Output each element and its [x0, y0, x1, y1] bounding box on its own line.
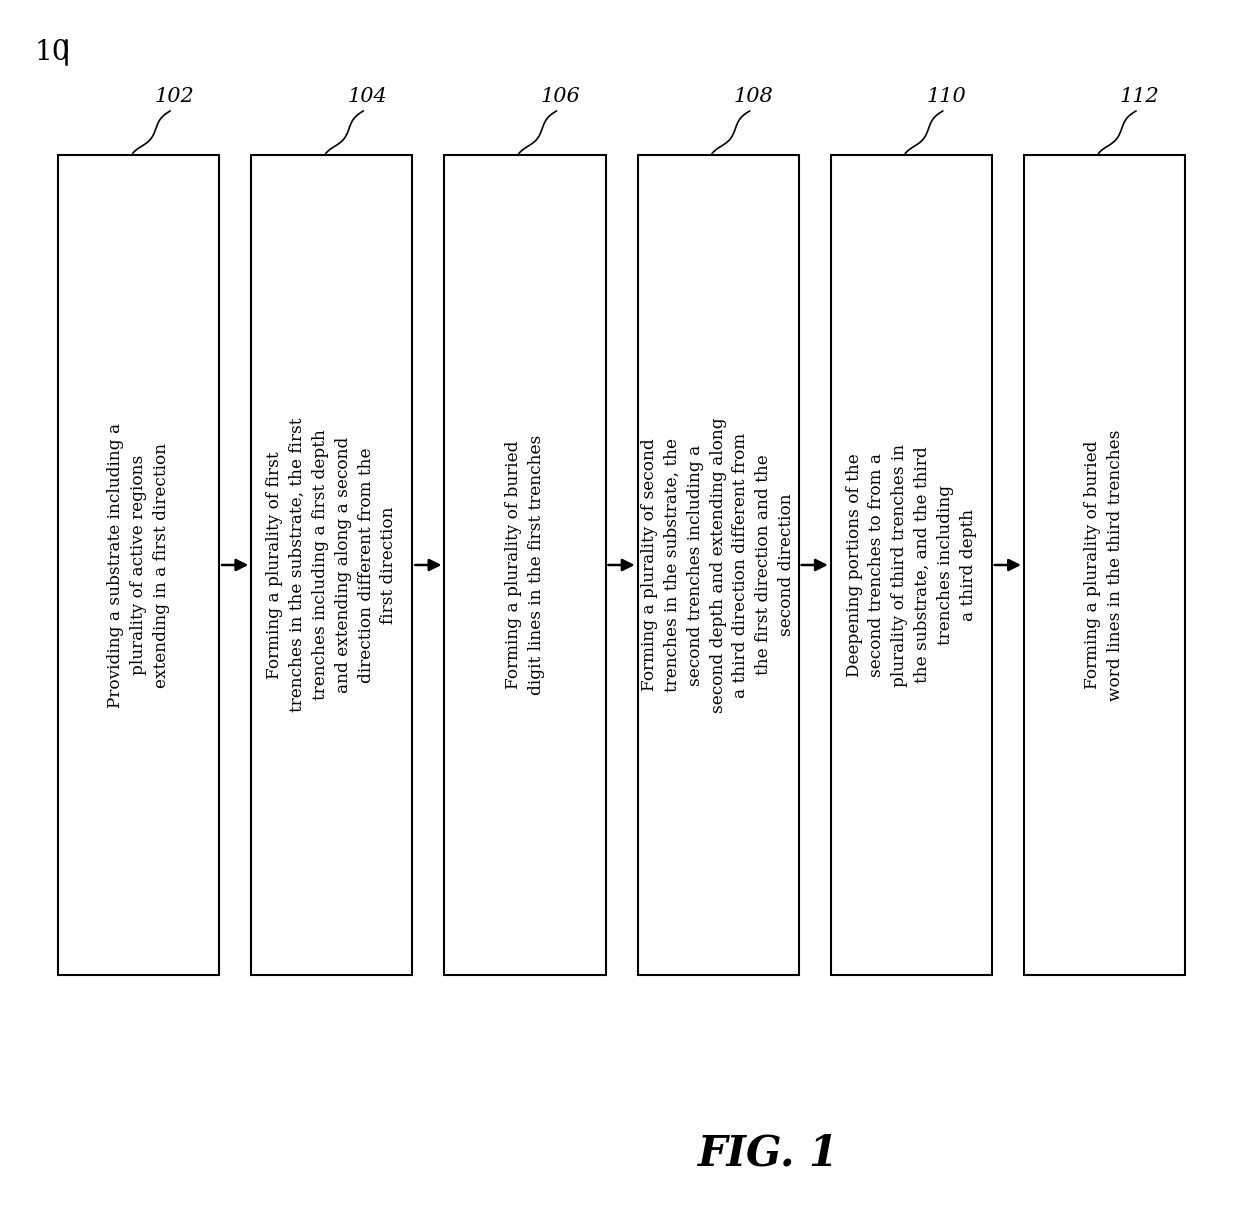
Text: Forming a plurality of buried
word lines in the third trenches: Forming a plurality of buried word lines… [1085, 429, 1125, 700]
Text: FIG. 1: FIG. 1 [698, 1131, 839, 1174]
Text: 102: 102 [154, 88, 193, 106]
Text: Forming a plurality of first
trenches in the substrate, the first
trenches inclu: Forming a plurality of first trenches in… [267, 418, 397, 712]
Bar [58, 155, 219, 975]
Text: Deepening portions of the
second trenches to from a
plurality of third trenches : Deepening portions of the second trenche… [846, 443, 977, 687]
Text: 108: 108 [734, 88, 774, 106]
Text: Providing a substrate including a
plurality of active regions
extending in a fir: Providing a substrate including a plural… [107, 423, 170, 707]
Text: 10: 10 [35, 39, 69, 65]
Bar [831, 155, 992, 975]
Bar [252, 155, 413, 975]
Text: Forming a plurality of buried
digit lines in the first trenches: Forming a plurality of buried digit line… [505, 435, 544, 695]
Text: 112: 112 [1120, 88, 1159, 106]
Text: 110: 110 [926, 88, 967, 106]
Text: 106: 106 [541, 88, 580, 106]
Bar [444, 155, 605, 975]
Bar [637, 155, 799, 975]
Text: Forming a plurality of second
trenches in the substrate, the
second trenches inc: Forming a plurality of second trenches i… [641, 417, 795, 713]
Bar [1024, 155, 1185, 975]
Text: 104: 104 [347, 88, 387, 106]
